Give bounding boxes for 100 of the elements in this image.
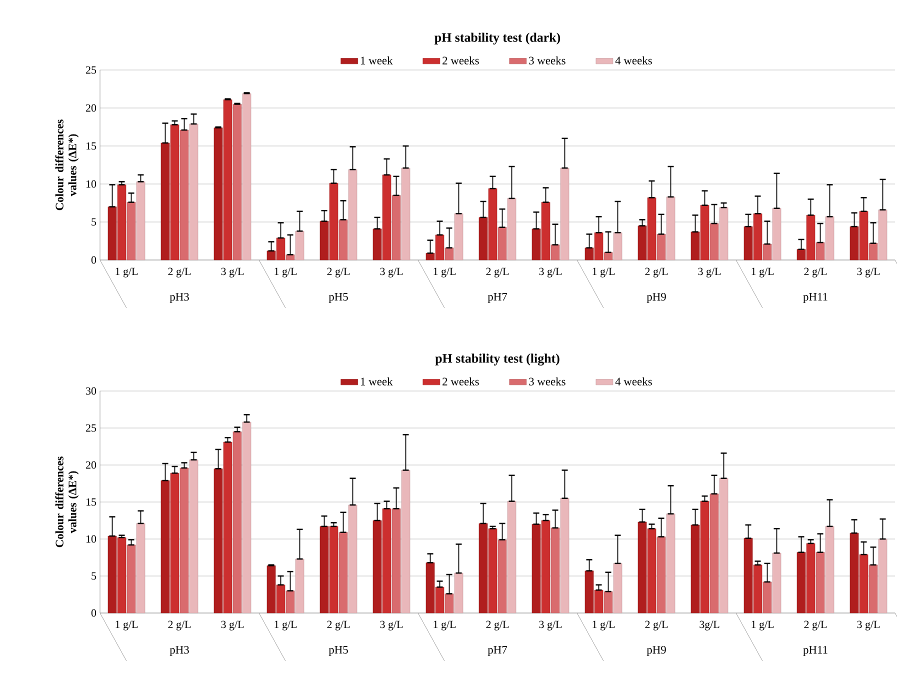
bar	[180, 468, 189, 614]
bar	[295, 230, 304, 260]
chart-title: pH stability test (light)	[435, 354, 560, 366]
bar	[372, 228, 382, 260]
text: pH7	[488, 293, 508, 303]
bar	[488, 188, 498, 260]
bar	[426, 562, 435, 614]
bar	[541, 202, 550, 260]
y-tick-label: 25	[86, 66, 96, 74]
bar	[868, 243, 878, 260]
bar	[444, 594, 454, 614]
bar	[541, 520, 550, 614]
x-tick-label: 2 g/L	[804, 620, 827, 630]
bar	[435, 586, 444, 614]
y-tick-label: 20	[86, 104, 96, 112]
x-tick-label: 3g/L	[700, 620, 720, 630]
bar	[772, 208, 782, 260]
bar	[286, 590, 295, 614]
bar	[276, 238, 286, 260]
bar	[160, 480, 170, 614]
legend-label: 2 weeks	[442, 377, 479, 386]
x-tick-label: 1 g/L	[274, 620, 297, 630]
bar	[584, 570, 594, 614]
x-tick-label: 3 g/L	[698, 268, 721, 278]
bar	[232, 432, 242, 614]
bar	[242, 422, 252, 614]
x-tick-label: 2 g/L	[486, 620, 509, 630]
bar	[560, 168, 570, 260]
bar	[825, 216, 834, 260]
bar	[638, 226, 647, 260]
x-tick-label: 2 g/L	[327, 620, 350, 630]
bar	[329, 526, 338, 614]
bar	[666, 514, 676, 614]
y-tick-label: 10	[86, 535, 96, 543]
bar	[160, 142, 170, 260]
text: pH3	[170, 292, 189, 304]
bar	[850, 226, 859, 260]
x-tick-label: 2 g/L	[486, 268, 509, 278]
bar	[719, 478, 728, 614]
y-tick-label: 30	[86, 387, 96, 395]
bar	[638, 522, 647, 614]
bar	[700, 501, 710, 614]
bar	[594, 232, 604, 260]
x-tick-label: 1 g/L	[752, 620, 774, 630]
x-tick-label: 3 g/L	[221, 620, 244, 630]
bar	[613, 232, 622, 260]
x-tick-label: 3 g/L	[539, 620, 562, 630]
bar	[454, 572, 464, 614]
bar	[762, 244, 772, 260]
bar	[320, 526, 329, 614]
legend-label: 1 week	[361, 377, 393, 386]
text: pH9	[646, 292, 666, 304]
y-tick-label: 5	[92, 218, 96, 226]
bar	[594, 590, 604, 614]
y-axis-title: Colour differences values (ΔE*)	[55, 120, 79, 210]
bar	[806, 215, 816, 260]
bar	[690, 232, 700, 260]
x-tick-label: 1 g/L	[274, 268, 297, 278]
bar	[753, 213, 762, 260]
bar	[276, 584, 286, 614]
y-tick-label: 5	[92, 572, 96, 580]
x-tick-label: 3 g/L	[857, 268, 880, 278]
bar	[762, 582, 772, 614]
text: pH11	[803, 646, 828, 656]
bar	[498, 540, 507, 614]
bar	[550, 244, 560, 260]
bar	[126, 202, 136, 260]
bar	[382, 174, 392, 260]
bar	[816, 552, 825, 614]
bar	[550, 528, 560, 614]
bar	[223, 442, 232, 614]
x-tick-label: 2 g/L	[645, 268, 668, 278]
text: pH11	[803, 292, 828, 303]
text: pH3	[170, 646, 189, 656]
bar	[117, 184, 126, 260]
bar	[214, 128, 223, 260]
bar	[478, 217, 488, 260]
x-tick-label: 2 g/L	[168, 620, 191, 630]
bar	[136, 182, 146, 260]
bar	[401, 470, 410, 614]
bar	[126, 544, 136, 614]
bar	[532, 524, 541, 614]
x-tick-label: 1 g/L	[434, 620, 456, 630]
bar	[604, 591, 613, 614]
bar	[266, 565, 276, 614]
bar	[338, 220, 348, 260]
bar	[189, 460, 198, 614]
x-tick-label: 2 g/L	[645, 620, 668, 630]
x-tick-label: 2 g/L	[327, 268, 350, 278]
text: pH5	[328, 646, 348, 656]
bar	[348, 169, 358, 260]
x-tick-label: 3 g/L	[539, 268, 562, 278]
x-tick-label: 2 g/L	[804, 268, 827, 278]
bar	[816, 242, 825, 260]
bar	[136, 523, 146, 614]
x-tick-label: 3 g/L	[380, 268, 403, 278]
bar	[878, 538, 888, 614]
bar	[348, 504, 358, 614]
bar	[189, 124, 198, 260]
x-tick-label: 2 g/L	[168, 268, 191, 278]
